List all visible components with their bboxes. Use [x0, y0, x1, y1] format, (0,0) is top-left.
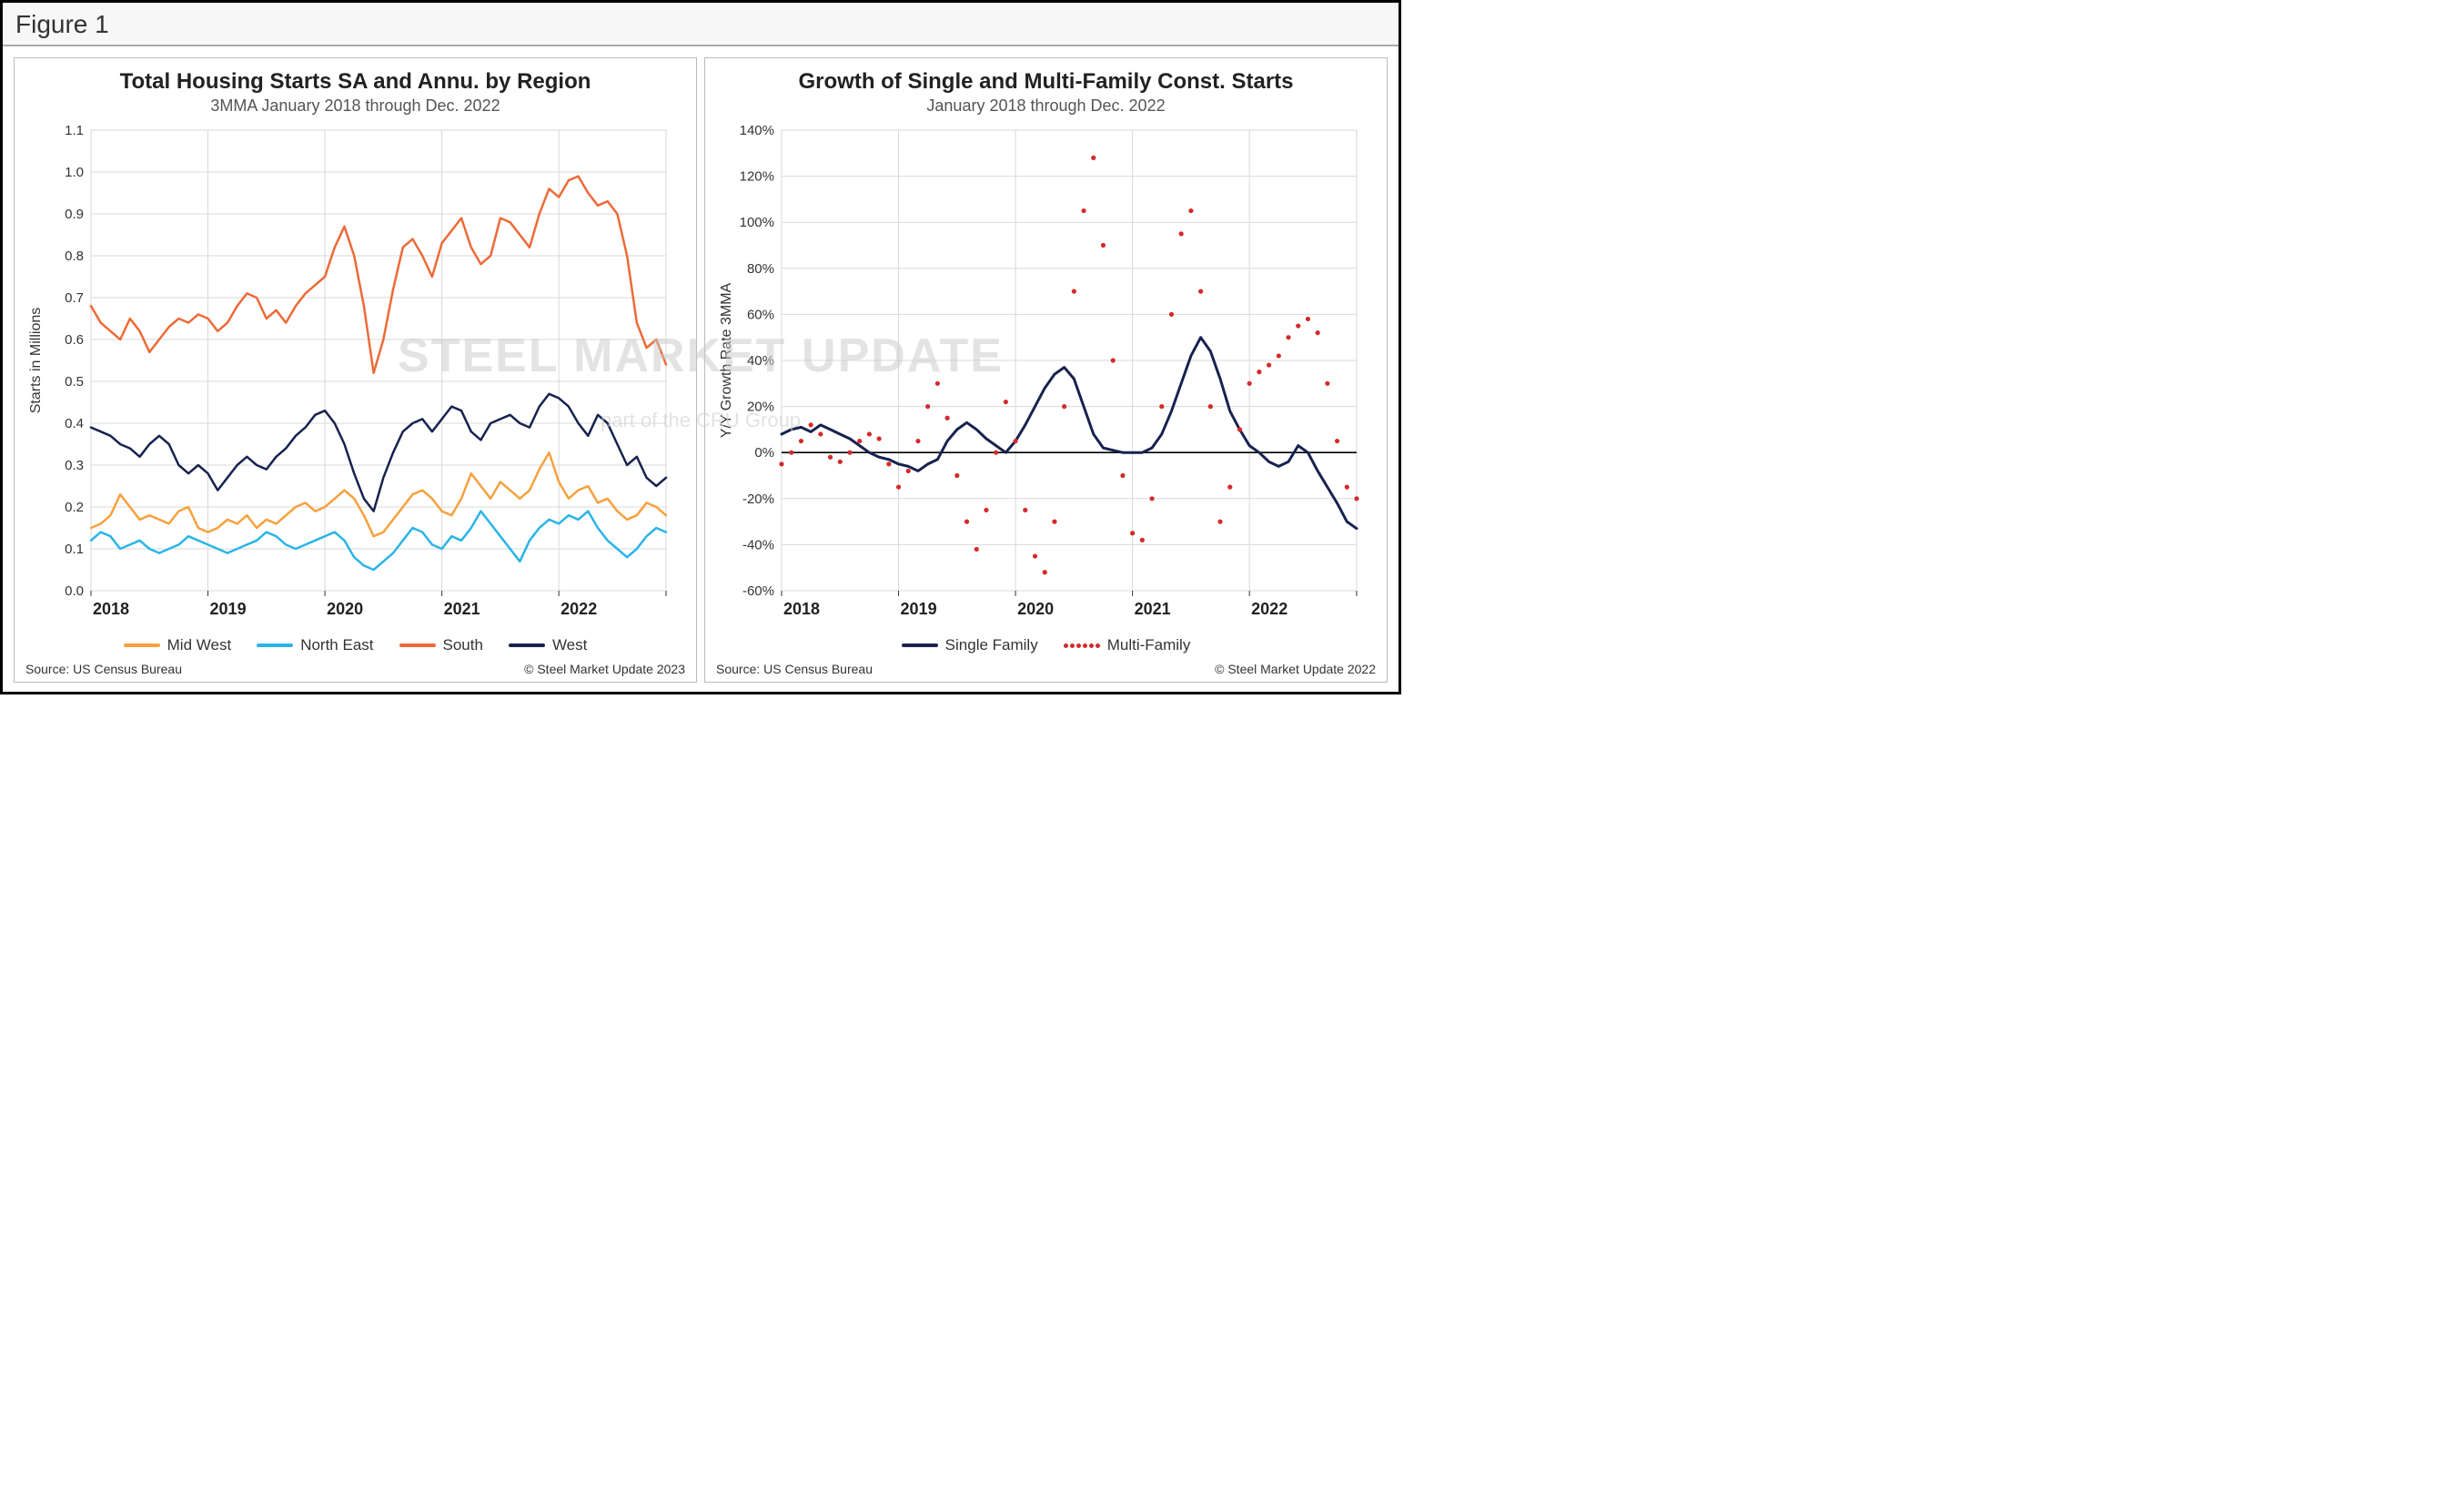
legend-item: Multi-Family — [1064, 636, 1191, 654]
right-panel: Growth of Single and Multi-Family Const.… — [704, 57, 1388, 683]
svg-text:100%: 100% — [740, 215, 774, 230]
legend-item: Mid West — [124, 636, 232, 654]
svg-text:0.9: 0.9 — [65, 207, 84, 222]
legend-label: South — [443, 636, 483, 654]
left-chart-subtitle: 3MMA January 2018 through Dec. 2022 — [24, 96, 687, 116]
legend-label: Mid West — [167, 636, 232, 654]
left-panel: Total Housing Starts SA and Annu. by Reg… — [14, 57, 697, 683]
svg-text:Y/Y Growth Rate 3MMA: Y/Y Growth Rate 3MMA — [719, 282, 734, 438]
svg-text:2018: 2018 — [93, 600, 129, 618]
svg-text:1.1: 1.1 — [65, 123, 84, 138]
right-source: Source: US Census Bureau — [716, 662, 873, 676]
svg-text:0.7: 0.7 — [65, 290, 84, 306]
right-plot: -60% -40% -20% 0% 20% 40% 60% 80% 100% 120% 140% 20… — [714, 121, 1378, 631]
left-plot: 0.0 0.1 0.2 0.3 0.4 0.5 0.6 0.7 0.8 0.9 1.0 1.1 2018… — [24, 121, 687, 631]
left-copyright: © Steel Market Update 2023 — [524, 662, 685, 676]
left-svg: 0.0 0.1 0.2 0.3 0.4 0.5 0.6 0.7 0.8 0.9 1.0 1.1 2018… — [24, 121, 679, 631]
svg-text:0.8: 0.8 — [65, 248, 84, 264]
legend-item: South — [399, 636, 483, 654]
right-chart-title: Growth of Single and Multi-Family Const.… — [714, 69, 1378, 95]
legend-item: North East — [257, 636, 373, 654]
svg-text:80%: 80% — [747, 261, 774, 277]
figure-container: Figure 1 STEEL MARKET UPDATE part of the… — [0, 0, 1401, 694]
right-chart-subtitle: January 2018 through Dec. 2022 — [714, 96, 1378, 116]
svg-text:2019: 2019 — [901, 600, 937, 618]
right-copyright: © Steel Market Update 2022 — [1215, 662, 1376, 676]
svg-text:0.2: 0.2 — [65, 500, 84, 515]
figure-label: Figure 1 — [3, 3, 1399, 46]
svg-text:Starts in Millions: Starts in Millions — [28, 308, 44, 413]
svg-text:-60%: -60% — [742, 583, 774, 599]
svg-text:40%: 40% — [747, 353, 774, 369]
svg-text:0.3: 0.3 — [65, 458, 84, 473]
svg-text:0.4: 0.4 — [65, 416, 84, 431]
svg-text:2022: 2022 — [1251, 600, 1288, 618]
legend-label: Single Family — [945, 636, 1038, 654]
svg-text:2022: 2022 — [560, 600, 597, 618]
svg-text:0.0: 0.0 — [65, 583, 84, 599]
svg-text:140%: 140% — [740, 123, 774, 138]
left-footer: Source: US Census Bureau © Steel Market … — [24, 662, 687, 676]
svg-text:2018: 2018 — [783, 600, 820, 618]
svg-text:0.5: 0.5 — [65, 374, 84, 390]
legend-item: West — [509, 636, 587, 654]
left-legend: Mid West North East South West — [24, 636, 687, 654]
svg-text:60%: 60% — [747, 307, 774, 322]
svg-text:-20%: -20% — [742, 492, 774, 507]
right-svg: -60% -40% -20% 0% 20% 40% 60% 80% 100% 120% 140% 20… — [714, 121, 1369, 631]
right-footer: Source: US Census Bureau © Steel Market … — [714, 662, 1378, 676]
legend-label: West — [552, 636, 587, 654]
svg-text:0.6: 0.6 — [65, 332, 84, 348]
legend-label: Multi-Family — [1107, 636, 1191, 654]
svg-text:2021: 2021 — [444, 600, 480, 618]
svg-text:0%: 0% — [754, 445, 774, 461]
svg-text:0.1: 0.1 — [65, 542, 84, 557]
left-chart-title: Total Housing Starts SA and Annu. by Reg… — [24, 69, 687, 95]
right-legend: Single Family Multi-Family — [714, 636, 1378, 654]
svg-text:2020: 2020 — [327, 600, 363, 618]
svg-text:1.0: 1.0 — [65, 165, 84, 180]
left-source: Source: US Census Bureau — [25, 662, 182, 676]
svg-text:-40%: -40% — [742, 537, 774, 552]
svg-text:2021: 2021 — [1135, 600, 1171, 618]
svg-text:2019: 2019 — [210, 600, 247, 618]
legend-label: North East — [300, 636, 373, 654]
svg-text:20%: 20% — [747, 400, 774, 415]
svg-text:2020: 2020 — [1017, 600, 1054, 618]
svg-text:120%: 120% — [740, 169, 774, 185]
legend-item: Single Family — [902, 636, 1038, 654]
panels-row: STEEL MARKET UPDATE part of the CRU Grou… — [3, 46, 1399, 692]
